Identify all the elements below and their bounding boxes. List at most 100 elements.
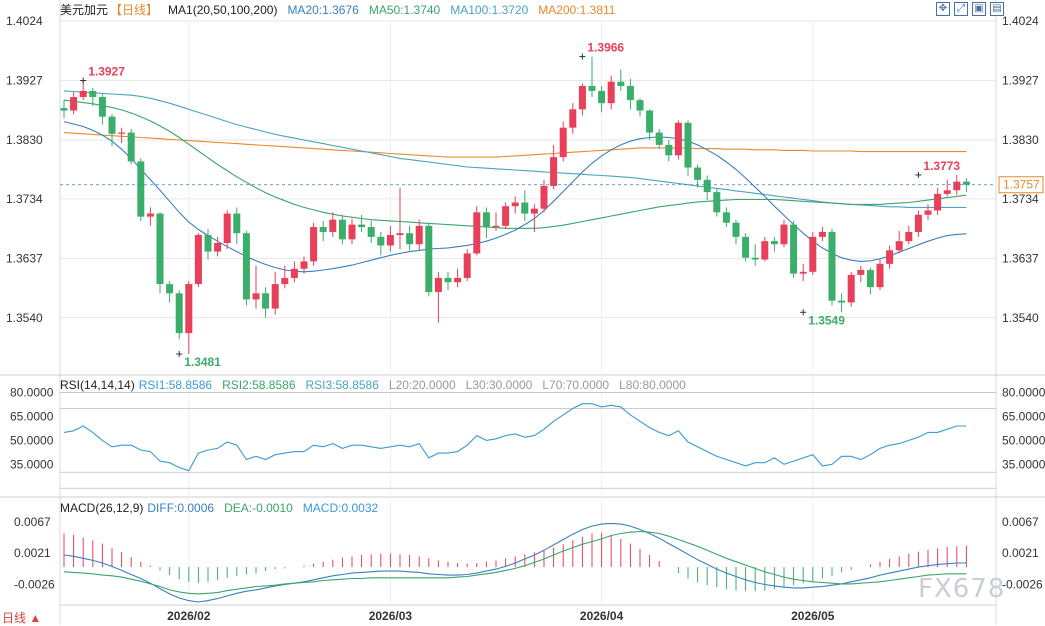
rsi-tick-right: 80.0000 — [1002, 386, 1045, 400]
ma20-value: MA20:1.3676 — [287, 3, 359, 17]
candle-body — [482, 212, 490, 228]
ma50-value: MA50:1.3740 — [368, 3, 441, 17]
rsi1-value: RSI1:58.8586 — [138, 378, 213, 392]
candle-body — [214, 242, 222, 252]
candle-body — [329, 219, 337, 232]
candle-body — [895, 241, 903, 251]
candle-body — [89, 90, 97, 98]
rsi-label: RSI(14,14,14) — [60, 378, 135, 392]
fullscreen-icon[interactable]: ⤢ — [954, 2, 968, 16]
zoom-in-icon[interactable]: ▣ — [972, 2, 986, 16]
period-label[interactable]: 【日线】 — [110, 3, 159, 17]
candle-body — [175, 293, 183, 334]
candle-body — [98, 97, 106, 117]
candle-body — [60, 108, 68, 111]
price-tick-right: 1.3927 — [1002, 73, 1039, 87]
candle-body — [962, 181, 970, 185]
candle-body — [137, 161, 145, 217]
candle-body — [588, 86, 596, 91]
candle-body — [70, 97, 78, 111]
chart-toolbar: ✥ ⤢ ▣ ▤ — [936, 2, 1004, 16]
candle-body — [348, 224, 356, 240]
candle-body — [713, 192, 721, 213]
candle-body — [598, 90, 606, 104]
candle-body — [943, 190, 951, 194]
price-legend: 美元加元 【日线】 MA1(20,50,100,200) MA20:1.3676… — [60, 3, 615, 17]
candle-body — [828, 231, 836, 301]
price-tick-left: 1.3637 — [6, 251, 43, 265]
candle-body — [252, 293, 260, 300]
diff-line — [63, 522, 967, 603]
candle-body — [185, 284, 193, 334]
candle-body — [559, 127, 567, 158]
dea-line — [63, 530, 967, 595]
dea-value: DEA:-0.0010 — [224, 501, 293, 515]
candle-body — [396, 233, 404, 236]
time-tick-label: 2026/03 — [369, 609, 413, 623]
candle-body — [492, 225, 500, 228]
candle-body — [319, 227, 327, 232]
candle-body — [703, 179, 711, 193]
time-tick-label: 2026/04 — [580, 609, 624, 623]
candle-body — [463, 253, 471, 278]
watermark-logo: FX678 — [918, 574, 1006, 604]
candle-body — [367, 227, 375, 237]
candle-body — [166, 284, 174, 294]
candle-body — [233, 213, 241, 234]
rsi-tick-left: 50.0000 — [10, 433, 54, 447]
ma50-line — [63, 99, 967, 229]
candle-body — [857, 269, 865, 275]
candle-body — [223, 213, 231, 243]
price-tick-right: 1.3637 — [1002, 251, 1039, 265]
price-tick-left: 1.3540 — [6, 311, 43, 325]
rsi-tick-right: 50.0000 — [1002, 433, 1045, 447]
l70-value: L70:70.0000 — [542, 378, 610, 392]
ma-label: MA1(20,50,100,200) — [168, 3, 278, 17]
candle-body — [866, 269, 874, 288]
candle-body — [194, 235, 202, 285]
symbol-label: 美元加元 — [60, 3, 109, 17]
candle-body — [646, 110, 654, 133]
candle-body — [530, 208, 538, 214]
period-selector-button[interactable]: 日线 ▲ — [2, 611, 42, 625]
macd-tick-left: 0.0067 — [14, 515, 51, 529]
macd-legend: MACD(26,12,9) DIFF:0.0006 DEA:-0.0010 MA… — [60, 501, 378, 515]
candle-body — [415, 225, 423, 245]
candle-body — [607, 81, 615, 104]
candle-body — [204, 235, 212, 252]
candle-body — [847, 274, 855, 303]
candle-body — [742, 236, 750, 258]
ma100-line — [63, 90, 967, 208]
candle-body — [271, 284, 279, 309]
l30-value: L30:30.0000 — [465, 378, 533, 392]
candle-body — [502, 206, 510, 226]
ma200-value: MA200:1.3811 — [538, 3, 616, 17]
rsi-tick-right: 35.0000 — [1002, 457, 1045, 471]
candle-body — [444, 277, 452, 283]
candle-body — [655, 132, 663, 145]
candle-body — [262, 293, 270, 309]
ma100-value: MA100:1.3720 — [450, 3, 529, 17]
candle-body — [636, 100, 644, 111]
candle-body — [905, 231, 913, 242]
crosshair-icon[interactable]: ✥ — [936, 2, 950, 16]
candle-body — [425, 225, 433, 293]
candle-body — [751, 257, 759, 260]
time-tick-label: 2026/02 — [167, 609, 211, 623]
candle-body — [454, 277, 462, 283]
candle-body — [300, 261, 308, 269]
candle-body — [521, 202, 529, 214]
candle-body — [569, 109, 577, 128]
candle-body — [799, 271, 807, 274]
zoom-out-icon[interactable]: ▤ — [990, 2, 1004, 16]
candle-body — [540, 185, 548, 209]
price-tick-right: 1.3734 — [1002, 192, 1039, 206]
price-tick-left: 1.4024 — [6, 14, 43, 28]
candle-body — [550, 157, 558, 186]
candle-body — [578, 86, 586, 110]
candle-body — [108, 116, 116, 134]
candle-body — [434, 277, 442, 293]
macd-tick-right: 0.0067 — [1002, 515, 1039, 529]
extreme-label: 1.3481 — [184, 355, 221, 369]
